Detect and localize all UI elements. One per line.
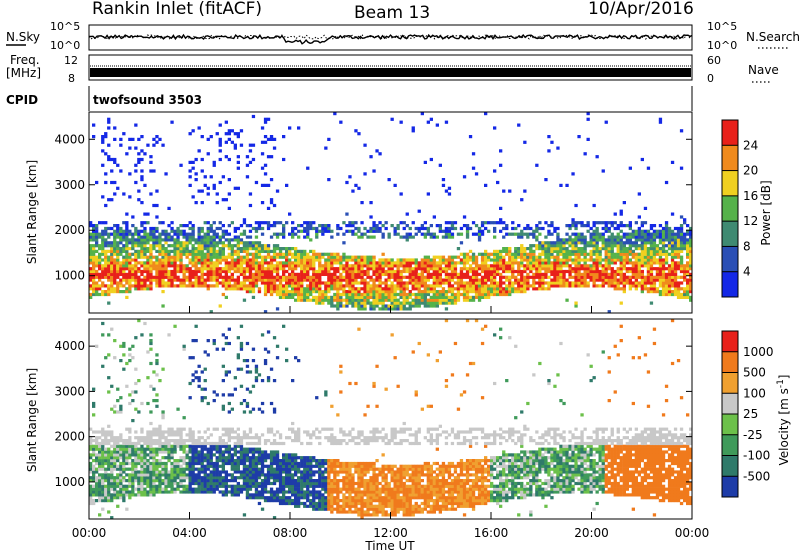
time-axis: 00:00 04:00 08:00 12:00 16:00 20:00 00:00: [72, 306, 710, 540]
power-ylabel: Slant Range [km]: [25, 160, 39, 264]
velocity-colorbar-swatch-3: [722, 393, 738, 415]
velocity-colorbar-tick-0: 1000: [743, 345, 774, 359]
velocity-ytick-tick-0: 1000: [54, 475, 85, 489]
nsearch-label: N.Search: [746, 30, 800, 44]
frequency-panel: Freq. [MHz] 12 8 60 0 Nave: [6, 53, 779, 85]
power-colorbar-tick-2: 12: [743, 214, 758, 228]
freq-label: Freq.: [10, 53, 40, 67]
velocity-ytick-tick-2: 3000: [54, 384, 85, 398]
cpid-program: twofsound 3503: [93, 93, 202, 107]
velocity-colorbar: 1000 500 100 25 -25 -100 -500: [721, 330, 774, 498]
velocity-colorbar-swatch-0: [722, 331, 738, 353]
power-colorbar-swatch-1: [722, 145, 738, 172]
noise-left-tick-top: 10^5: [50, 20, 80, 33]
nsky-label: N.Sky: [6, 30, 40, 44]
power-colorbar: 4 8 12 16 20 24: [721, 119, 758, 298]
time-tick-6: 00:00: [675, 526, 710, 540]
velocity-colorbar-swatch-1: [722, 351, 738, 373]
power-heatmap: [89, 112, 693, 314]
power-ytick-tick-0: 1000: [54, 269, 85, 283]
time-axis-label: Time UT: [364, 539, 415, 553]
time-tick-0: 00:00: [72, 526, 107, 540]
velocity-colorbar-swatch-4: [722, 414, 738, 436]
cpid-label: CPID: [6, 93, 38, 107]
noise-panel: N.Sky 10^5 10^0 10^5 10^0 N.Search: [6, 20, 800, 52]
nave-tick-top: 60: [707, 54, 721, 67]
power-ytick-tick-2: 3000: [54, 178, 85, 192]
velocity-colorbar-tick-6: -500: [743, 469, 770, 483]
velocity-colorbar-tick-4: -25: [743, 428, 763, 442]
velocity-colorbar-label: Velocity [m s-1]: [776, 375, 791, 466]
cpid-panel: CPID twofsound 3503: [6, 86, 693, 111]
frequency-band: [90, 68, 691, 77]
velocity-colorbar-tick-1: 500: [743, 366, 766, 380]
power-colorbar-swatch-0: [722, 120, 738, 146]
power-colorbar-tick-1: 8: [743, 239, 751, 253]
velocity-heatmap: [89, 319, 693, 520]
power-colorbar-swatch-2: [722, 170, 738, 197]
velocity-ylabel: Slant Range [km]: [25, 368, 39, 472]
power-colorbar-tick-5: 24: [743, 138, 758, 152]
nave-tick-bottom: 0: [707, 72, 714, 85]
freq-tick-top: 12: [64, 54, 78, 67]
power-colorbar-swatch-5: [722, 246, 738, 273]
velocity-ytick-tick-3: 4000: [54, 339, 85, 353]
freq-tick-bottom: 8: [68, 72, 75, 85]
power-panel: 1000 2000 3000 4000 Slant Range [km] 4 8 12 16…: [25, 111, 773, 314]
power-ytick-tick-1: 2000: [54, 223, 85, 237]
nave-label: Nave: [748, 63, 779, 77]
power-ytick-tick-3: 4000: [54, 132, 85, 146]
power-colorbar-tick-3: 16: [743, 189, 758, 203]
velocity-panel: 1000 2000 3000 4000 Slant Range [km] 1000 50…: [25, 306, 791, 553]
noise-sky-trace: [88, 33, 693, 45]
velocity-colorbar-tick-3: 25: [743, 407, 758, 421]
time-tick-4: 16:00: [474, 526, 509, 540]
velocity-colorbar-tick-5: -100: [743, 449, 770, 463]
beam-label: Beam 13: [354, 3, 430, 23]
noise-right-tick-bottom: 10^0: [707, 39, 737, 52]
velocity-colorbar-swatch-5: [722, 434, 738, 456]
power-colorbar-label: Power [dB]: [759, 180, 773, 245]
power-colorbar-tick-4: 20: [743, 164, 758, 178]
velocity-colorbar-tick-2: 100: [743, 386, 766, 400]
power-colorbar-swatch-4: [722, 221, 738, 247]
time-tick-3: 12:00: [373, 526, 408, 540]
velocity-ytick-tick-1: 2000: [54, 430, 85, 444]
date-label: 10/Apr/2016: [588, 0, 694, 19]
station-title: Rankin Inlet (fitACF): [92, 0, 262, 19]
freq-unit: [MHz]: [6, 66, 41, 80]
velocity-colorbar-swatch-2: [722, 372, 738, 394]
time-tick-5: 20:00: [574, 526, 609, 540]
time-tick-1: 04:00: [172, 526, 207, 540]
noise-left-tick-bottom: 10^0: [50, 39, 80, 52]
power-colorbar-swatch-6: [722, 271, 738, 298]
velocity-colorbar-swatch-7: [722, 476, 738, 498]
time-tick-2: 08:00: [273, 526, 308, 540]
noise-right-tick-top: 10^5: [707, 20, 737, 33]
power-colorbar-tick-0: 4: [743, 265, 751, 279]
power-colorbar-swatch-3: [722, 195, 738, 222]
noise-search-trace: [88, 34, 693, 40]
velocity-colorbar-swatch-6: [722, 455, 738, 477]
